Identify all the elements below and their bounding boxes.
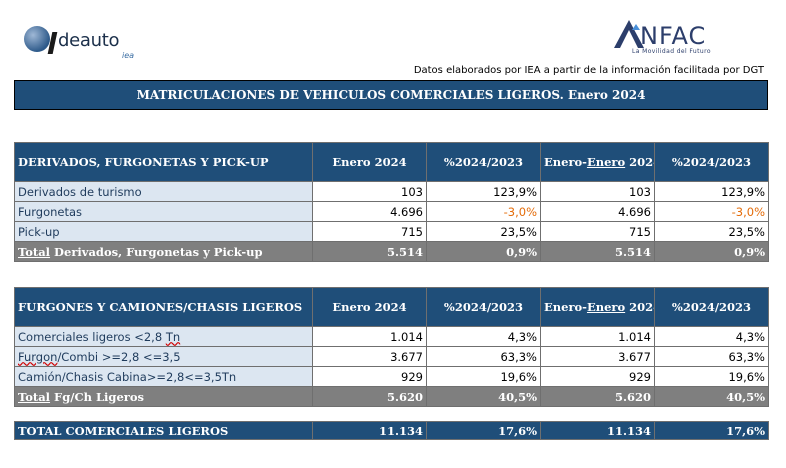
cell-ytd: 929 <box>540 366 655 387</box>
total-label: Total Fg/Ch Ligeros <box>14 386 313 407</box>
derivados-table: DERIVADOS, FURGONETAS Y PICK-UP Enero 20… <box>14 142 769 262</box>
grand-total-pct-month: 17,6% <box>426 421 541 440</box>
table-row: Comerciales ligeros <2,8 Tn 1.014 4,3% 1… <box>14 326 769 347</box>
ideauto-logo-text: deauto <box>58 30 120 51</box>
anfac-logo: NFAC La Movilidad del Futuro <box>612 18 752 58</box>
cell-pct-ytd: 4,3% <box>654 326 769 347</box>
ideauto-logo: deauto iea <box>24 24 144 60</box>
header-section: FURGONES Y CAMIONES/CHASIS LIGEROS <box>14 287 313 327</box>
total-month: 5.514 <box>312 241 427 262</box>
ideauto-logo-sub: iea <box>122 51 135 60</box>
header-section: DERIVADOS, FURGONETAS Y PICK-UP <box>14 142 313 182</box>
cell-ytd: 1.014 <box>540 326 655 347</box>
cell-month: 1.014 <box>312 326 427 347</box>
table-header: DERIVADOS, FURGONETAS Y PICK-UP Enero 20… <box>14 142 769 182</box>
cell-pct-ytd: 123,9% <box>654 181 769 202</box>
cell-month: 929 <box>312 366 427 387</box>
total-pct-month: 40,5% <box>426 386 541 407</box>
total-row: Total Fg/Ch Ligeros 5.620 40,5% 5.620 40… <box>14 386 769 407</box>
cell-month: 3.677 <box>312 346 427 367</box>
total-pct-ytd: 40,5% <box>654 386 769 407</box>
header-pct-month: %2024/2023 <box>426 142 541 182</box>
cell-month: 715 <box>312 221 427 242</box>
cell-pct-ytd: -3,0% <box>654 201 769 222</box>
cell-ytd: 103 <box>540 181 655 202</box>
grand-total-pct-ytd: 17,6% <box>654 421 769 440</box>
total-label: Total Derivados, Furgonetas y Pick-up <box>14 241 313 262</box>
total-pct-month: 0,9% <box>426 241 541 262</box>
table-header: FURGONES Y CAMIONES/CHASIS LIGEROS Enero… <box>14 287 769 327</box>
table-row: Camión/Chasis Cabina>=2,8<=3,5Tn 929 19,… <box>14 366 769 387</box>
row-label: Comerciales ligeros <2,8 Tn <box>14 326 313 347</box>
header-pct-ytd: %2024/2023 <box>654 287 769 327</box>
cell-pct-month: 4,3% <box>426 326 541 347</box>
header-ytd: Enero-Enero 2024 <box>540 142 655 182</box>
anfac-tagline: La Movilidad del Futuro <box>632 48 711 55</box>
grand-total-table: TOTAL COMERCIALES LIGEROS 11.134 17,6% 1… <box>14 421 769 440</box>
furgones-table: FURGONES Y CAMIONES/CHASIS LIGEROS Enero… <box>14 287 769 407</box>
table-row: Furgon/Combi >=2,8 <=3,5 3.677 63,3% 3.6… <box>14 346 769 367</box>
row-label: Derivados de turismo <box>14 181 313 202</box>
header-pct-month: %2024/2023 <box>426 287 541 327</box>
cell-pct-ytd: 23,5% <box>654 221 769 242</box>
header-pct-ytd: %2024/2023 <box>654 142 769 182</box>
grand-total-ytd: 11.134 <box>540 421 655 440</box>
total-ytd: 5.514 <box>540 241 655 262</box>
header-ytd: Enero-Enero 2024 <box>540 287 655 327</box>
row-label: Furgonetas <box>14 201 313 222</box>
cell-pct-month: 19,6% <box>426 366 541 387</box>
report-title: MATRICULACIONES DE VEHICULOS COMERCIALES… <box>14 80 768 110</box>
cell-ytd: 715 <box>540 221 655 242</box>
header-month: Enero 2024 <box>312 142 427 182</box>
table-row: Derivados de turismo 103 123,9% 103 123,… <box>14 181 769 202</box>
cell-pct-ytd: 19,6% <box>654 366 769 387</box>
cell-pct-month: 63,3% <box>426 346 541 367</box>
table-row: Pick-up 715 23,5% 715 23,5% <box>14 221 769 242</box>
cell-ytd: 4.696 <box>540 201 655 222</box>
grand-total-month: 11.134 <box>312 421 427 440</box>
row-label: Furgon/Combi >=2,8 <=3,5 <box>14 346 313 367</box>
total-ytd: 5.620 <box>540 386 655 407</box>
header-month: Enero 2024 <box>312 287 427 327</box>
source-note: Datos elaborados por IEA a partir de la … <box>413 65 764 76</box>
cell-pct-ytd: 63,3% <box>654 346 769 367</box>
anfac-logo-text: NFAC <box>640 22 707 50</box>
grand-total-row: TOTAL COMERCIALES LIGEROS 11.134 17,6% 1… <box>14 421 769 440</box>
grand-total-label: TOTAL COMERCIALES LIGEROS <box>14 421 313 440</box>
row-label: Camión/Chasis Cabina>=2,8<=3,5Tn <box>14 366 313 387</box>
total-month: 5.620 <box>312 386 427 407</box>
total-pct-ytd: 0,9% <box>654 241 769 262</box>
total-row: Total Derivados, Furgonetas y Pick-up 5.… <box>14 241 769 262</box>
cell-pct-month: 123,9% <box>426 181 541 202</box>
globe-icon <box>24 26 50 52</box>
cell-ytd: 3.677 <box>540 346 655 367</box>
table-row: Furgonetas 4.696 -3,0% 4.696 -3,0% <box>14 201 769 222</box>
anfac-mark-icon <box>614 20 644 48</box>
cell-pct-month: -3,0% <box>426 201 541 222</box>
cell-pct-month: 23,5% <box>426 221 541 242</box>
row-label: Pick-up <box>14 221 313 242</box>
cell-month: 4.696 <box>312 201 427 222</box>
cell-month: 103 <box>312 181 427 202</box>
